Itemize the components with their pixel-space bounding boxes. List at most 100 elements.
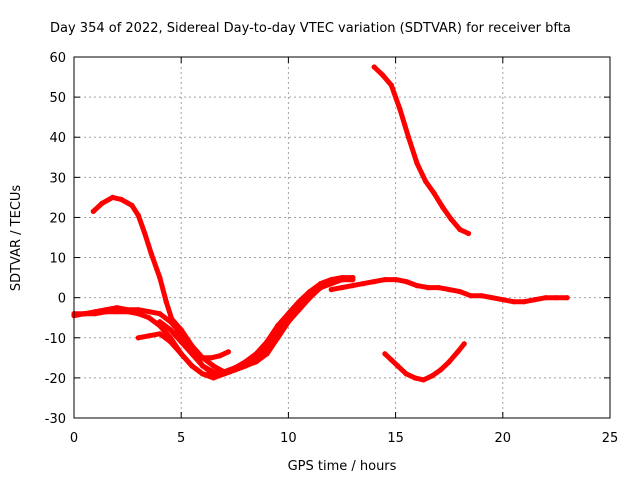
data-point-arc-8 <box>380 72 386 78</box>
y-tick-label: 50 <box>49 91 66 106</box>
data-point-arc-7 <box>553 295 560 301</box>
data-point-arc-6 <box>129 202 135 208</box>
y-tick-label: -20 <box>45 372 66 387</box>
data-point-arc-9 <box>382 351 388 357</box>
data-point-arc-8 <box>440 204 446 210</box>
data-point-arc-2 <box>92 311 98 317</box>
data-point-arc-7 <box>478 293 484 299</box>
data-point-arc-7 <box>510 299 517 305</box>
grid <box>74 57 610 418</box>
data-point-arc-6 <box>200 355 206 361</box>
data-point-arc-2 <box>114 309 120 315</box>
data-point-arc-5 <box>221 369 227 375</box>
data-point-arc-4 <box>200 363 206 369</box>
data-point-arc-7 <box>360 281 366 287</box>
data-point-arc-7 <box>532 297 538 303</box>
data-point-arc-5 <box>296 303 302 309</box>
data-point-arc-5 <box>210 363 216 369</box>
data-point-arc-3 <box>200 371 206 377</box>
data-point-arc-2 <box>135 311 141 317</box>
axis-ticks: 0 5 10 15 20 25 -30 -20 -10 0 10 20 30 40 50 60 <box>45 51 619 446</box>
data-point-arc-9 <box>429 373 435 379</box>
data-point-arc-6 <box>170 319 176 325</box>
data-point-arc-5 <box>264 347 270 353</box>
data-point-arc-3 <box>167 339 174 345</box>
data-point-arc-8 <box>388 82 394 88</box>
data-point-arc-8 <box>414 160 420 166</box>
y-tick-label: 10 <box>49 252 66 267</box>
data-point-arc-6 <box>208 355 214 361</box>
data-point-arc-6 <box>142 230 148 237</box>
data-point-arc-7 <box>328 287 334 293</box>
data-point-arc-5 <box>253 357 259 363</box>
data-point-arc-1 <box>146 309 152 315</box>
x-tick-label: 15 <box>387 431 404 446</box>
data-point-arc-9 <box>395 363 401 369</box>
y-tick-label: 20 <box>49 211 66 226</box>
data-point-arc-6 <box>185 345 191 351</box>
data-point-arc-3 <box>135 335 141 341</box>
data-point-arc-8 <box>371 64 377 70</box>
y-tick-label: 30 <box>49 171 66 186</box>
data-point-arc-7 <box>414 283 420 289</box>
plot-frame <box>73 56 611 419</box>
data-point-arc-9 <box>388 357 394 363</box>
data-point-arc-7 <box>371 279 377 285</box>
data-point-arc-6 <box>178 335 184 341</box>
x-tick-label: 25 <box>602 431 619 446</box>
data-point-arc-1 <box>157 311 163 317</box>
x-tick-label: 5 <box>177 431 185 446</box>
data-point-arc-5 <box>232 367 238 373</box>
data-point-arc-7 <box>489 295 495 301</box>
y-tick-label: 40 <box>49 131 66 146</box>
data-point-arc-3 <box>189 363 195 369</box>
data-point-arc-5 <box>328 279 334 285</box>
data-point-arc-7 <box>393 277 399 283</box>
data-point-arc-6 <box>118 196 124 202</box>
data-point-arc-7 <box>403 279 409 285</box>
y-tick-label: 0 <box>58 292 66 307</box>
data-point-arc-7 <box>339 285 345 291</box>
data-point-arc-7 <box>468 293 474 299</box>
data-point-arc-7 <box>382 277 388 283</box>
data-point-arc-4 <box>264 339 270 345</box>
y-tick-label: -10 <box>45 332 66 347</box>
data-point-arc-7 <box>521 299 527 305</box>
data-point-arc-6 <box>217 353 223 359</box>
data-point-arc-2 <box>82 311 88 317</box>
x-tick-label: 20 <box>495 431 512 446</box>
data-point-arc-2 <box>146 315 152 321</box>
data-point-arc-7 <box>435 285 442 291</box>
data-point-arc-5 <box>285 315 291 321</box>
data-point-arc-4 <box>275 323 281 329</box>
data-point-arc-3 <box>157 331 163 337</box>
data-point-arc-4 <box>167 327 174 333</box>
data-point-arc-9 <box>438 367 444 373</box>
data-point-arc-6 <box>191 351 197 357</box>
data-point-arc-9 <box>461 341 467 347</box>
data-point-arc-6 <box>135 212 141 218</box>
data-point-arc-8 <box>423 178 429 184</box>
data-point-arc-8 <box>431 190 437 196</box>
data-point-arc-8 <box>457 226 463 233</box>
data-point-arc-7 <box>500 297 506 303</box>
x-tick-label: 0 <box>70 431 78 446</box>
data-point-arc-7 <box>446 287 452 293</box>
x-tick-label: 10 <box>280 431 297 446</box>
data-point-arc-6 <box>90 208 96 214</box>
data-point-arc-9 <box>403 371 409 377</box>
data-point-arc-6 <box>163 299 169 305</box>
data-point-arc-7 <box>457 289 463 295</box>
data-point-arc-9 <box>455 349 461 355</box>
data-point-arc-4 <box>157 319 163 325</box>
data-point-arc-2 <box>125 309 131 315</box>
y-tick-label: 60 <box>49 51 66 66</box>
data-point-arc-7 <box>425 285 431 291</box>
series-group <box>71 64 570 383</box>
data-point-arc-6 <box>110 194 116 200</box>
data-point-arc-3 <box>146 333 152 339</box>
data-point-arc-5 <box>350 277 356 283</box>
data-point-arc-5 <box>318 285 324 291</box>
data-point-arc-6 <box>99 200 105 206</box>
